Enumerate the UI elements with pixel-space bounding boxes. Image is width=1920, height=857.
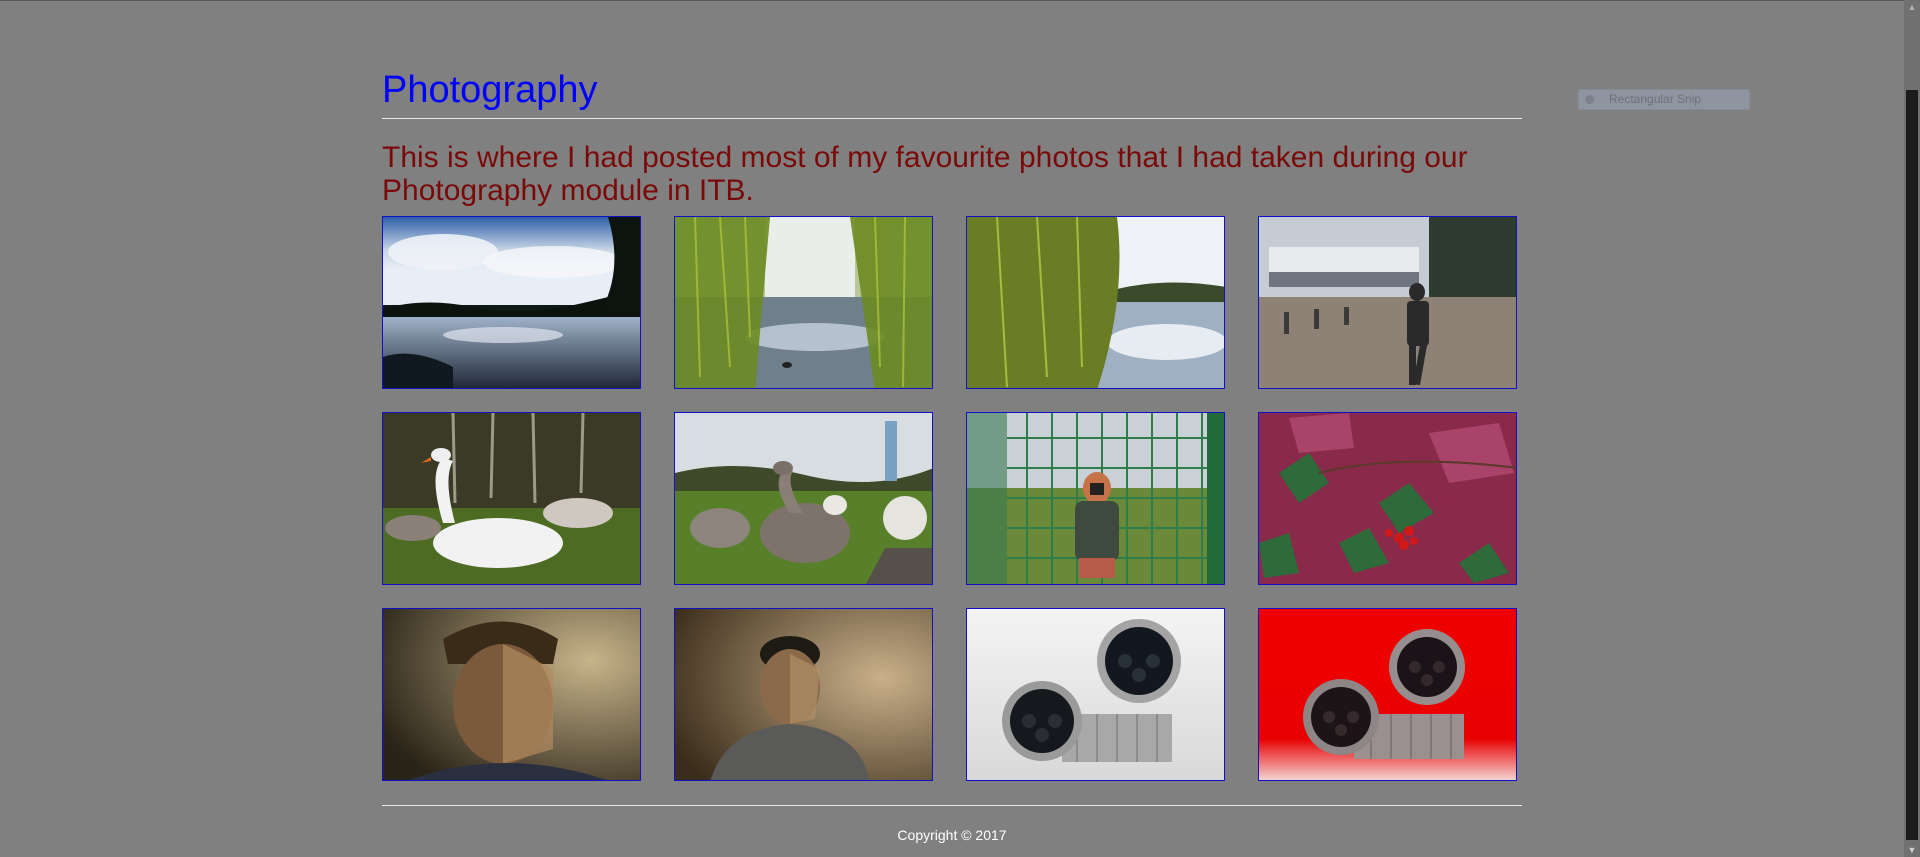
photo-watches-red[interactable] xyxy=(1258,608,1517,781)
copyright-text: Copyright © 2017 xyxy=(897,827,1007,843)
photo-willow-lake-2[interactable] xyxy=(966,216,1225,389)
snip-label: Rectangular Snip xyxy=(1609,92,1702,106)
photo-fence-selfie[interactable] xyxy=(966,412,1225,585)
photo-willow-lake[interactable] xyxy=(674,216,933,389)
scroll-up-arrow-icon[interactable]: ▲ xyxy=(1907,2,1917,12)
scroll-down-arrow-icon[interactable]: ▼ xyxy=(1907,845,1917,855)
photo-red-leaves-berries[interactable] xyxy=(1258,412,1517,585)
footer-divider xyxy=(382,805,1522,806)
photo-portrait-man-1[interactable] xyxy=(382,608,641,781)
intro-text: This is where I had posted most of my fa… xyxy=(382,141,1468,207)
rectangular-snip-overlay[interactable]: Rectangular Snip xyxy=(1578,89,1750,110)
vertical-scrollbar[interactable]: ▲ ▼ xyxy=(1904,0,1920,857)
photo-blurred-walker[interactable] xyxy=(1258,216,1517,389)
snip-icon xyxy=(1585,95,1594,104)
window-top-edge xyxy=(0,0,1904,1)
photo-lake-clouds[interactable] xyxy=(382,216,641,389)
photo-watches-white[interactable] xyxy=(966,608,1225,781)
page-title: Photography xyxy=(382,69,598,111)
photo-portrait-man-2[interactable] xyxy=(674,608,933,781)
title-divider xyxy=(382,118,1522,119)
photo-young-swans[interactable] xyxy=(674,412,933,585)
scrollbar-thumb[interactable] xyxy=(1906,90,1918,840)
photo-white-swan[interactable] xyxy=(382,412,641,585)
